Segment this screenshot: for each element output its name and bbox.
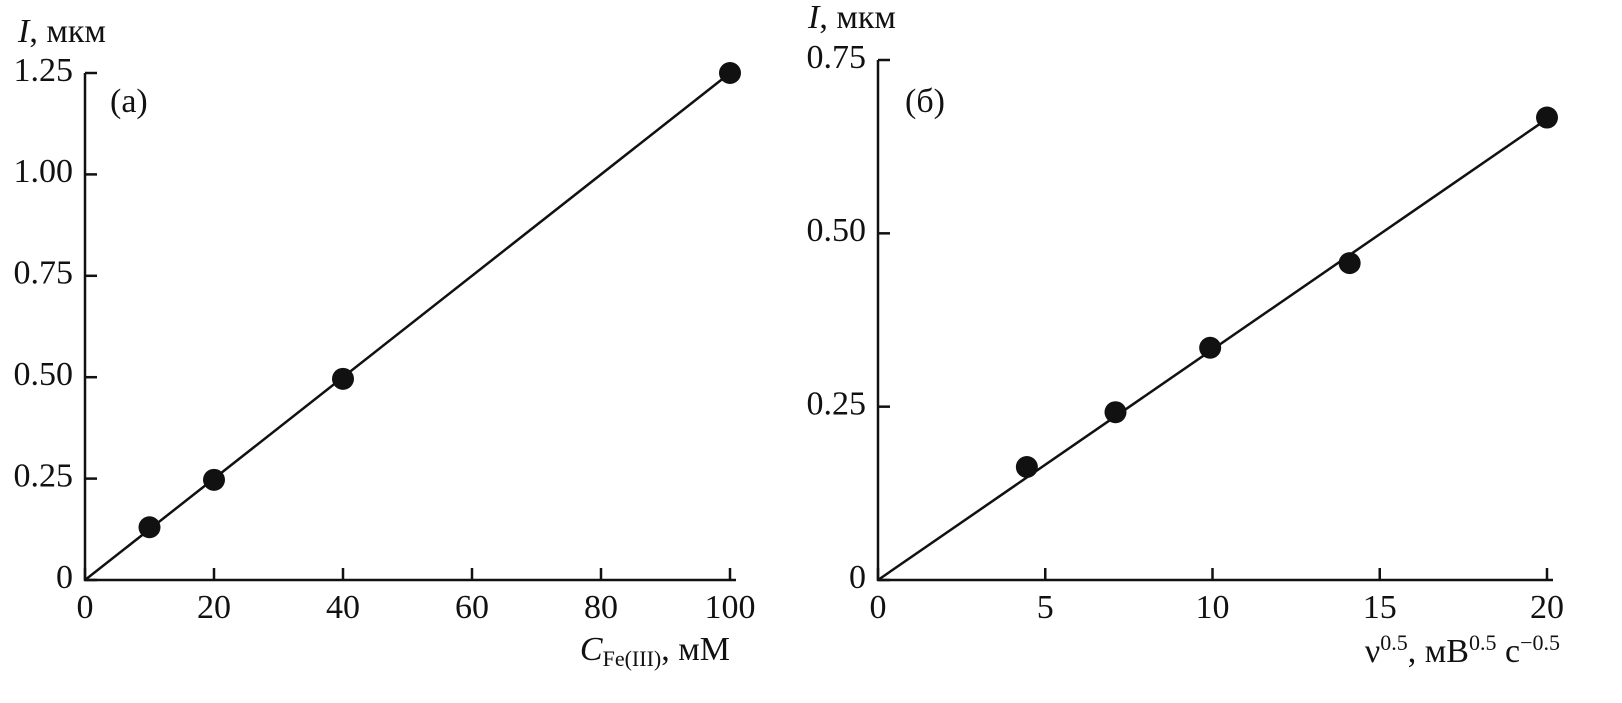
point: [1536, 106, 1558, 129]
axes: [876, 60, 1553, 582]
label-part: ν: [1365, 633, 1380, 670]
point: [1338, 252, 1361, 275]
x-tick-label: 15: [1363, 589, 1397, 626]
point: [1199, 336, 1222, 359]
label-part: с: [1496, 633, 1520, 670]
y-axis-label: I, мкм: [807, 0, 896, 36]
fit-line: [84, 72, 731, 581]
x-tick-label: 60: [455, 589, 489, 626]
x-tick-label: 0: [77, 589, 94, 626]
x-tick-label: 0: [870, 589, 887, 626]
y-tick-label: 0: [56, 559, 73, 596]
y-tick-label: 1.25: [14, 52, 74, 89]
y-tick-label: 0.25: [807, 385, 867, 422]
label-part: , мМ: [661, 631, 730, 668]
point: [138, 516, 161, 539]
point: [1015, 455, 1038, 478]
label-part: , мкм: [819, 0, 896, 36]
y-tick-label: 0.75: [807, 39, 867, 76]
label-part: −0.5: [1520, 630, 1560, 655]
label-part: , мкм: [29, 13, 106, 50]
y-tick-label: 0.50: [14, 356, 74, 393]
label-part: I: [17, 13, 31, 50]
label-part: Fe(III): [603, 646, 662, 671]
y-tick-label: 0.25: [14, 457, 74, 494]
x-tick-label: 20: [1530, 589, 1564, 626]
y-axis-label: I, мкм: [17, 13, 106, 50]
panel-label: (б): [905, 83, 945, 120]
x-axis-label: CFe(III), мМ: [580, 631, 730, 671]
x-tick-label: 40: [326, 589, 360, 626]
y-tick-label: 1.00: [14, 153, 74, 190]
x-axis-label: ν0.5, мВ0.5 с−0.5: [1365, 630, 1560, 670]
label-part: I: [807, 0, 821, 36]
label-part: C: [580, 631, 603, 668]
panel-label: (а): [110, 83, 148, 120]
label-part: 0.5: [1380, 630, 1408, 655]
label-part: , мВ: [1408, 633, 1469, 670]
x-tick-label: 5: [1037, 589, 1054, 626]
x-tick-label: 20: [197, 589, 231, 626]
x-tick-label: 10: [1196, 589, 1230, 626]
point: [719, 62, 741, 84]
point: [332, 367, 354, 390]
point: [1104, 401, 1127, 424]
point: [203, 468, 225, 491]
y-tick-label: 0: [849, 559, 866, 596]
label-part: 0.5: [1469, 630, 1497, 655]
x-tick-label: 100: [705, 589, 756, 626]
y-tick-label: 0.50: [807, 212, 867, 249]
x-tick-label: 80: [584, 589, 618, 626]
y-tick-label: 0.75: [14, 255, 74, 292]
